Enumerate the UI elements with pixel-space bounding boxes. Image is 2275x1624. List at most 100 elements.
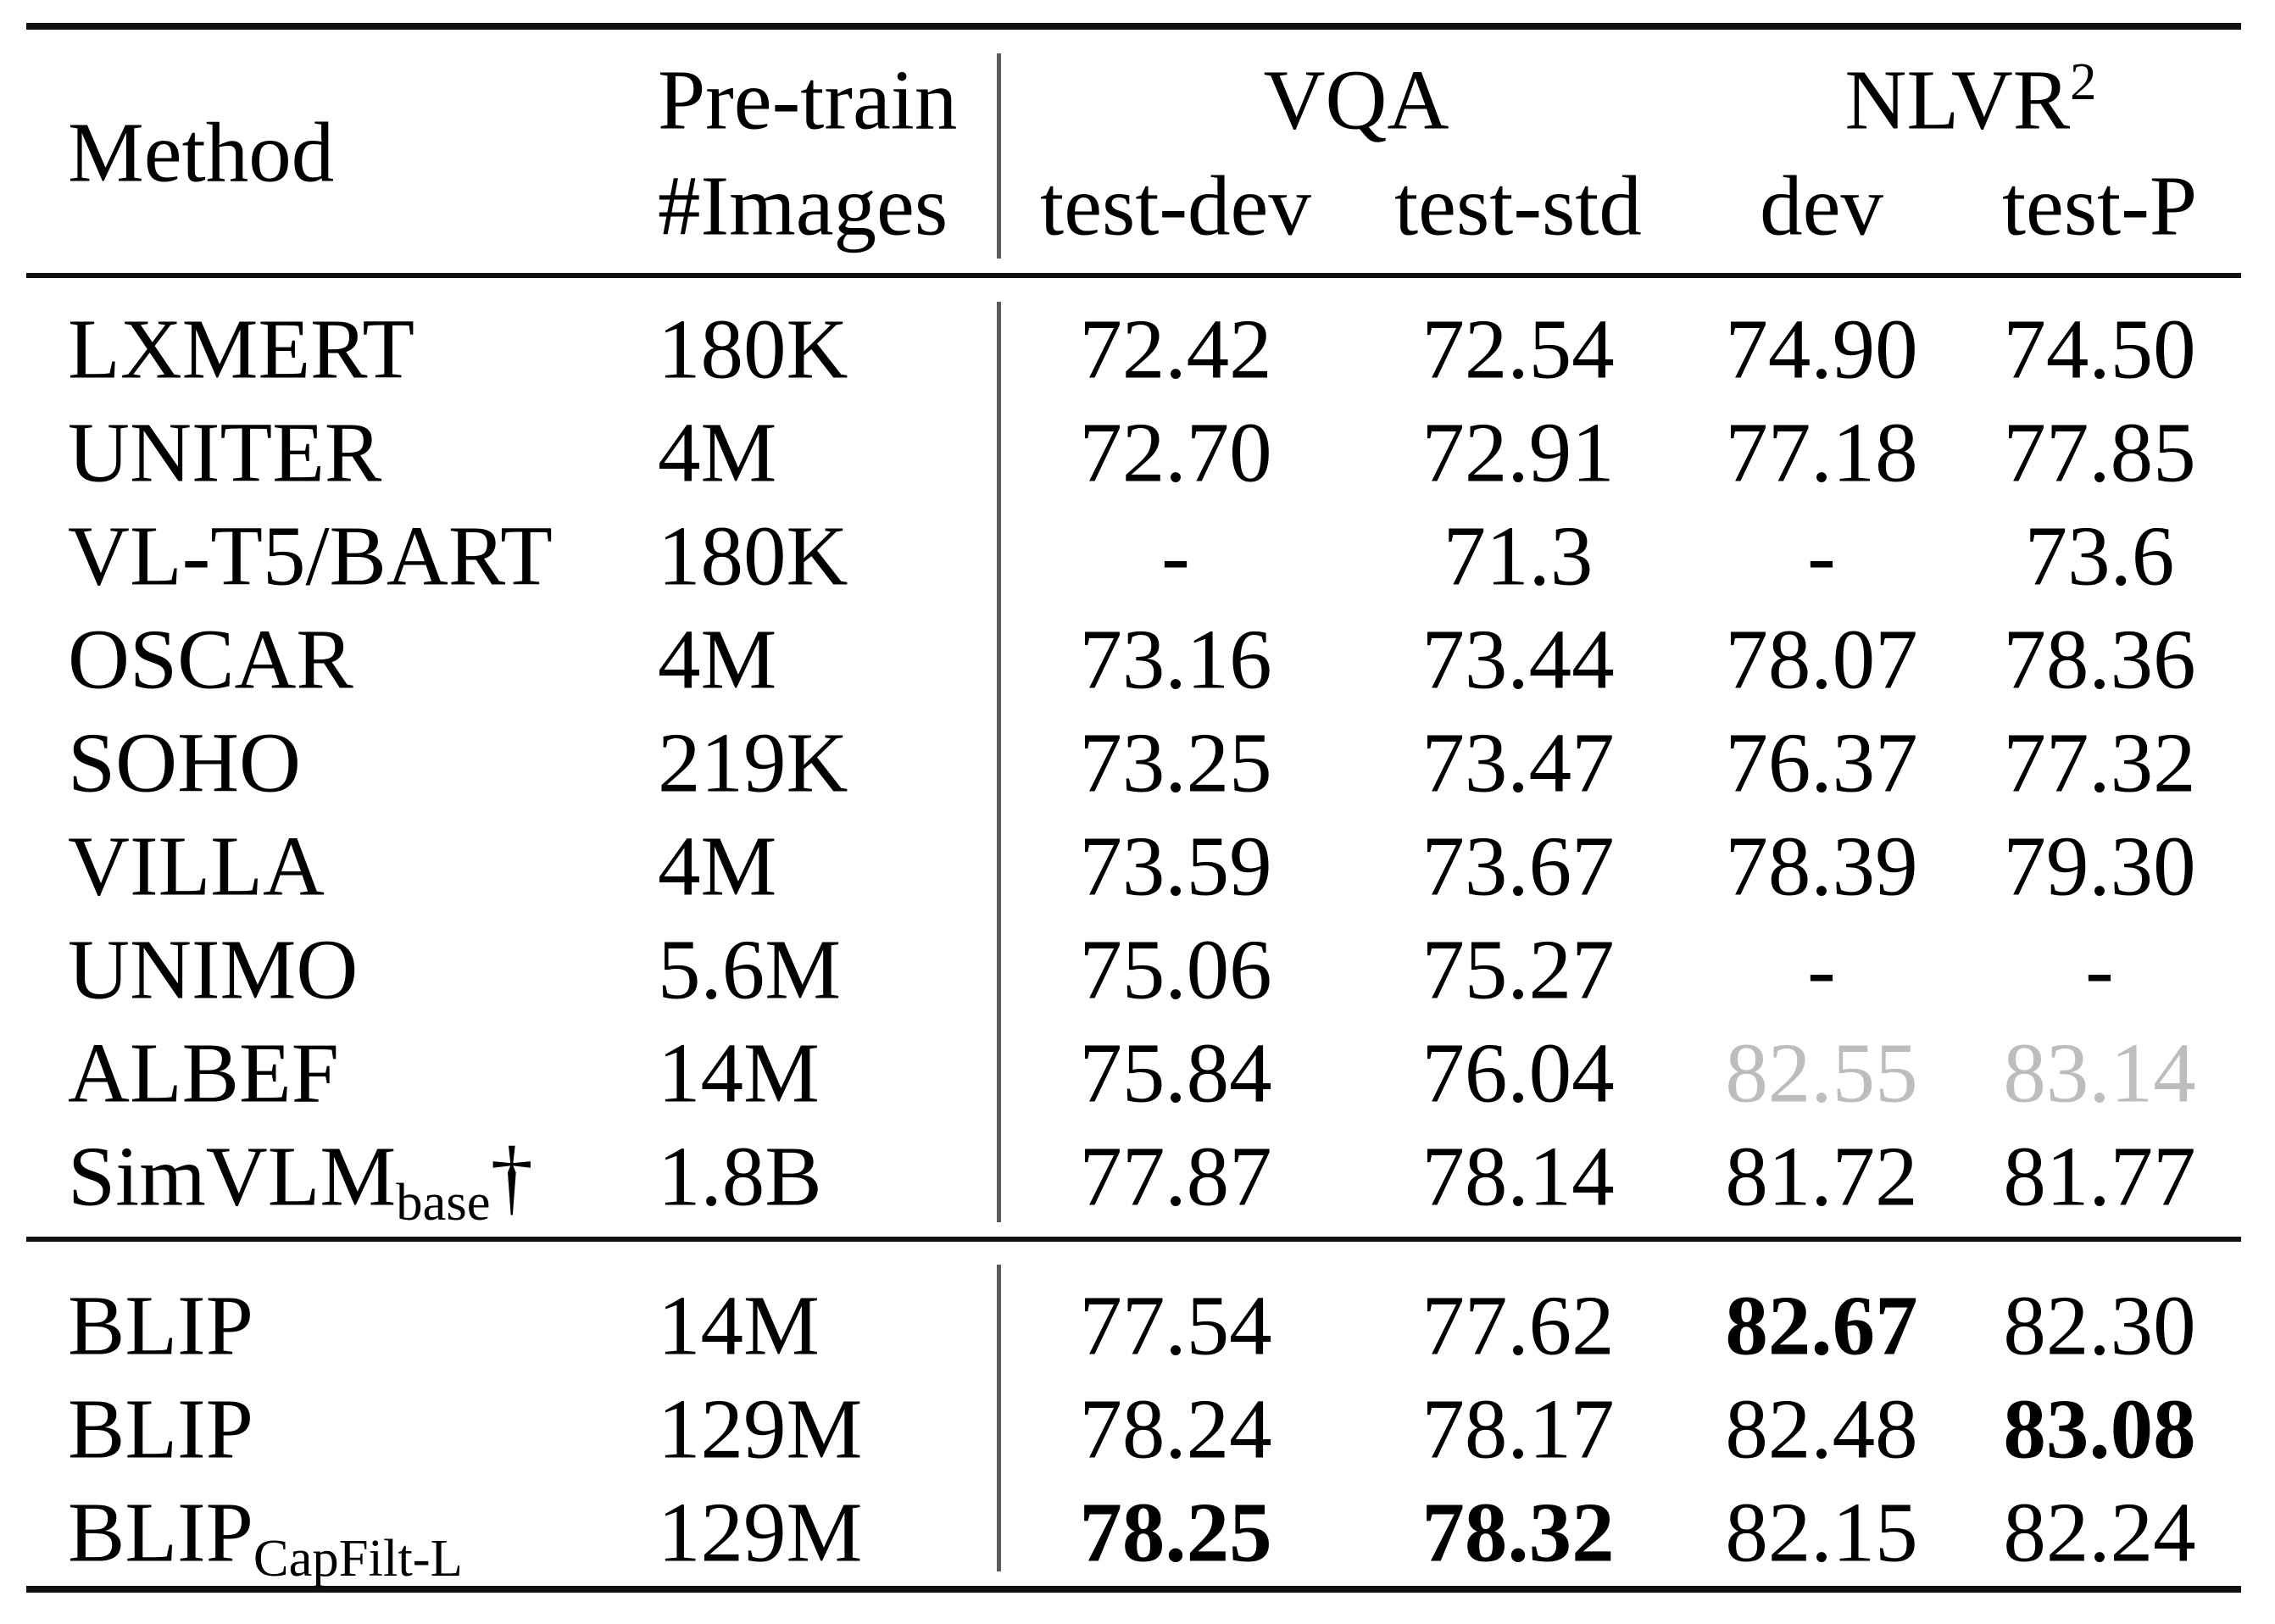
score-nlvr-test-p: 74.50 xyxy=(2003,301,2196,397)
pretrain-images: 5.6M xyxy=(658,921,842,1017)
score-nlvr-dev: - xyxy=(1807,508,1836,603)
pretrain-images: 219K xyxy=(658,715,848,810)
header-method: Method xyxy=(68,104,335,200)
pretrain-images: 1.8B xyxy=(658,1128,822,1224)
pretrain-images: 180K xyxy=(658,508,848,603)
score-vqa-test-dev: 75.06 xyxy=(1079,921,1272,1017)
method-subscript: base xyxy=(396,1172,491,1232)
score-nlvr-test-p: 78.36 xyxy=(2003,611,2196,707)
score-nlvr-test-p: 77.32 xyxy=(2003,715,2196,810)
dagger-mark: † xyxy=(490,1128,533,1224)
score-vqa-test-dev: 77.54 xyxy=(1079,1277,1272,1373)
score-nlvr-dev: - xyxy=(1807,921,1836,1017)
method-name: SOHO xyxy=(68,720,301,806)
score-nlvr-test-p: 83.14 xyxy=(2003,1025,2196,1121)
score-vqa-test-dev: 73.25 xyxy=(1079,715,1272,810)
pretrain-images: 4M xyxy=(658,818,777,914)
header-vqa-test-std: test-std xyxy=(1394,158,1642,253)
nlvr-superscript: 2 xyxy=(2070,52,2097,112)
score-vqa-test-std: 71.3 xyxy=(1443,508,1594,603)
method-label: ALBEF xyxy=(68,1025,339,1121)
top-rule xyxy=(26,23,2241,30)
method-name: BLIP xyxy=(68,1282,253,1369)
pretrain-images: 14M xyxy=(658,1277,820,1373)
method-name: BLIP xyxy=(68,1386,253,1472)
method-label: VL-T5/BART xyxy=(68,508,553,603)
score-vqa-test-std: 78.14 xyxy=(1421,1128,1615,1224)
method-name: BLIPCapFilt-L xyxy=(68,1489,463,1584)
method-name: OSCAR xyxy=(68,616,353,703)
score-vqa-test-dev: 77.87 xyxy=(1079,1128,1272,1224)
score-nlvr-dev: 78.39 xyxy=(1725,818,1918,914)
method-label: OSCAR xyxy=(68,611,353,707)
nlvr-label: NLVR xyxy=(1844,52,2071,147)
score-nlvr-test-p: 73.6 xyxy=(2024,508,2175,603)
score-vqa-test-dev: 72.70 xyxy=(1079,404,1272,500)
method-name: VL-T5/BART xyxy=(68,513,553,599)
score-nlvr-dev: 82.15 xyxy=(1725,1484,1918,1580)
score-vqa-test-std: 72.54 xyxy=(1421,301,1615,397)
score-nlvr-test-p: 77.85 xyxy=(2003,404,2196,500)
score-nlvr-dev: 82.48 xyxy=(1725,1381,1918,1477)
pretrain-images: 4M xyxy=(658,404,777,500)
method-name: ALBEF xyxy=(68,1030,339,1116)
score-nlvr-dev: 82.55 xyxy=(1725,1025,1918,1121)
method-name: UNITER xyxy=(68,409,381,496)
method-subscript: CapFilt-L xyxy=(253,1528,463,1588)
score-vqa-test-std: 73.44 xyxy=(1421,611,1615,707)
body-vertical-divider-2 xyxy=(997,1265,1001,1571)
header-vqa: VQA xyxy=(1263,52,1449,147)
pretrain-images: 4M xyxy=(658,611,777,707)
bottom-rule xyxy=(26,1586,2241,1593)
header-nlvr-dev: dev xyxy=(1760,158,1883,253)
score-nlvr-test-p: 82.24 xyxy=(2003,1484,2196,1580)
method-label: BLIP xyxy=(68,1484,253,1580)
pretrain-images: 129M xyxy=(658,1484,863,1580)
score-vqa-test-std: 73.47 xyxy=(1421,715,1615,810)
method-label: SimVLM xyxy=(68,1128,397,1224)
score-vqa-test-std: 78.17 xyxy=(1421,1381,1615,1477)
method-label: BLIP xyxy=(68,1277,253,1373)
method-label: UNITER xyxy=(68,404,382,500)
pretrain-images: 129M xyxy=(658,1381,863,1477)
header-pretrain: Pre-train xyxy=(658,52,958,147)
header-rule xyxy=(26,273,2241,278)
score-nlvr-dev: 77.18 xyxy=(1725,404,1918,500)
score-vqa-test-std: 78.32 xyxy=(1421,1484,1615,1580)
score-nlvr-dev: 76.37 xyxy=(1725,715,1918,810)
score-nlvr-test-p: 81.77 xyxy=(2003,1128,2196,1224)
score-nlvr-test-p: - xyxy=(2085,921,2114,1017)
method-name: LXMERT xyxy=(68,306,414,392)
score-nlvr-test-p: 83.08 xyxy=(2003,1381,2196,1477)
method-name: VILLA xyxy=(68,823,325,909)
pretrain-images: 180K xyxy=(658,301,848,397)
score-nlvr-dev: 78.07 xyxy=(1725,611,1918,707)
score-vqa-test-dev: 73.16 xyxy=(1079,611,1272,707)
score-vqa-test-dev: - xyxy=(1161,508,1190,603)
score-vqa-test-std: 73.67 xyxy=(1421,818,1615,914)
score-vqa-test-dev: 72.42 xyxy=(1079,301,1272,397)
score-nlvr-test-p: 79.30 xyxy=(2003,818,2196,914)
score-vqa-test-std: 72.91 xyxy=(1421,404,1615,500)
score-vqa-test-std: 77.62 xyxy=(1421,1277,1615,1373)
score-vqa-test-dev: 78.25 xyxy=(1079,1484,1272,1580)
pretrain-images: 14M xyxy=(658,1025,820,1121)
score-nlvr-dev: 74.90 xyxy=(1725,301,1918,397)
method-label: BLIP xyxy=(68,1381,253,1477)
header-vertical-divider xyxy=(997,53,1001,259)
header-vqa-test-dev: test-dev xyxy=(1040,158,1311,253)
method-label: UNIMO xyxy=(68,921,359,1017)
score-vqa-test-dev: 75.84 xyxy=(1079,1025,1272,1121)
score-nlvr-dev: 81.72 xyxy=(1725,1128,1918,1224)
score-vqa-test-std: 75.27 xyxy=(1421,921,1615,1017)
score-nlvr-dev: 82.67 xyxy=(1725,1277,1918,1373)
method-label: VILLA xyxy=(68,818,325,914)
score-vqa-test-std: 76.04 xyxy=(1421,1025,1615,1121)
method-name: SimVLMbase† xyxy=(68,1133,533,1228)
method-name: UNIMO xyxy=(68,926,358,1013)
header-nlvr: NLVR2 xyxy=(1845,55,2097,143)
method-label: SOHO xyxy=(68,715,301,810)
body-vertical-divider-1 xyxy=(997,302,1001,1222)
method-label: LXMERT xyxy=(68,301,415,397)
header-nlvr-test-p: test-P xyxy=(2001,158,2198,253)
